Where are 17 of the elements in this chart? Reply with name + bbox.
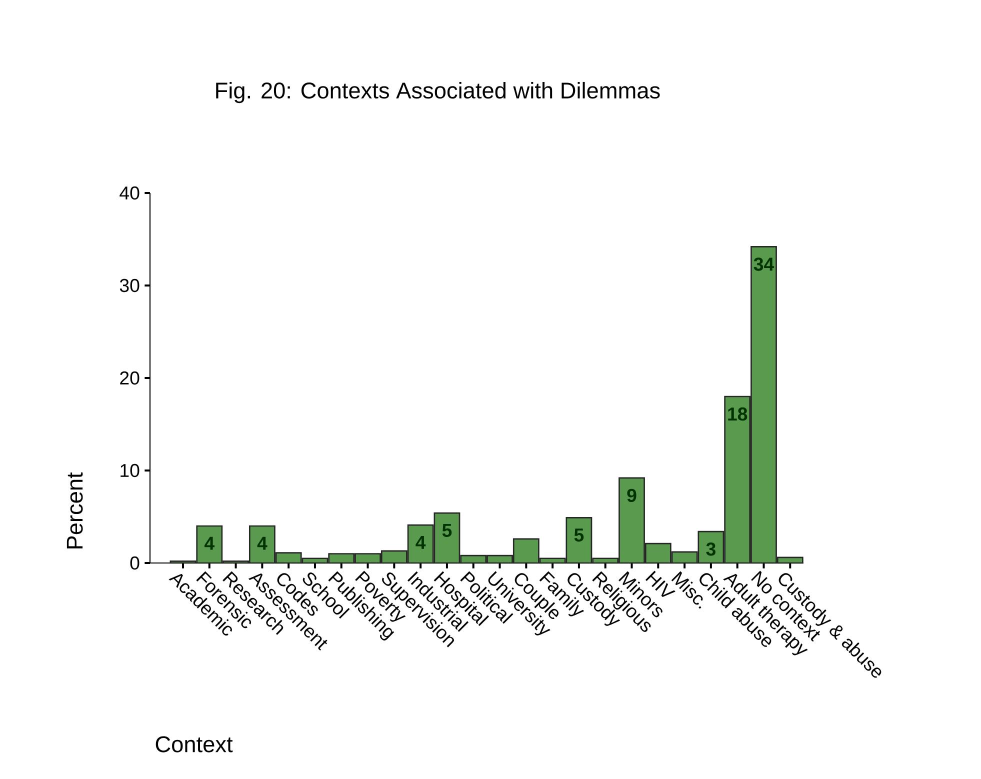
data-label: 34 [754, 258, 774, 271]
data-label: 3 [706, 542, 716, 556]
y-axis-title: Percent [66, 472, 83, 548]
y-tick-label: 30 [120, 278, 140, 292]
chart-title: Fig. 20: Contexts Associated with Dilemmas [216, 82, 660, 104]
x-axis-title: Context [156, 736, 233, 752]
data-label: 4 [257, 536, 268, 550]
y-tick-label: 40 [120, 186, 140, 200]
y-tick-label: 0 [130, 556, 140, 570]
data-label: 5 [442, 524, 452, 538]
y-tick-label: 10 [120, 464, 140, 478]
data-label: 9 [627, 488, 636, 502]
data-label: 4 [204, 536, 214, 550]
y-tick-label: 20 [120, 371, 140, 385]
data-label: 5 [574, 528, 584, 542]
data-label: 4 [416, 536, 426, 549]
data-label: 18 [728, 407, 748, 421]
